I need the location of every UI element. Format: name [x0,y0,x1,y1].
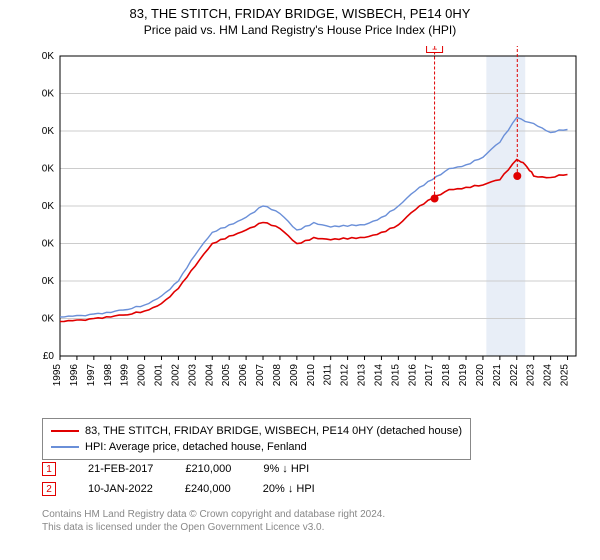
svg-text:2017: 2017 [424,364,435,386]
footer-line-2: This data is licensed under the Open Gov… [42,521,385,534]
svg-text:£0: £0 [43,351,55,362]
svg-text:2012: 2012 [340,364,351,386]
svg-text:1997: 1997 [86,364,97,386]
chart-area: £0 £50K £100K £150K £200K £250K £300K £350K £400… [42,46,582,386]
svg-text:1: 1 [432,46,438,53]
title-block: 83, THE STITCH, FRIDAY BRIDGE, WISBECH, … [0,0,600,37]
chart-svg: £0 £50K £100K £150K £200K £250K £300K £350K £400… [42,46,582,386]
svg-text:2007: 2007 [255,364,266,386]
svg-text:2018: 2018 [441,364,452,386]
chart-title: 83, THE STITCH, FRIDAY BRIDGE, WISBECH, … [0,6,600,21]
svg-text:2009: 2009 [289,364,300,386]
svg-text:2008: 2008 [272,364,283,386]
svg-text:2020: 2020 [475,364,486,386]
legend-label-1: 83, THE STITCH, FRIDAY BRIDGE, WISBECH, … [85,423,462,439]
annotation-pct-2: 20% ↓ HPI [263,483,315,495]
svg-text:2011: 2011 [323,364,334,386]
svg-text:£250K: £250K [42,164,54,175]
legend-box: 83, THE STITCH, FRIDAY BRIDGE, WISBECH, … [42,418,471,460]
svg-text:1999: 1999 [120,364,131,386]
svg-text:2000: 2000 [137,364,148,386]
svg-text:2022: 2022 [509,364,520,386]
chart-subtitle: Price paid vs. HM Land Registry's House … [0,23,600,37]
footer-text: Contains HM Land Registry data © Crown c… [42,508,385,534]
legend-swatch-1 [51,430,79,432]
svg-text:2003: 2003 [187,364,198,386]
svg-text:2024: 2024 [543,364,554,386]
svg-text:2025: 2025 [560,364,571,386]
svg-text:2016: 2016 [407,364,418,386]
svg-text:2021: 2021 [492,364,503,386]
svg-text:2005: 2005 [221,364,232,386]
svg-text:2010: 2010 [306,364,317,386]
svg-text:£300K: £300K [42,126,54,137]
annotation-marker-2: 2 [42,482,56,496]
annotation-row-2: 2 10-JAN-2022 £240,000 20% ↓ HPI [42,482,315,496]
svg-text:1995: 1995 [52,364,63,386]
legend-label-2: HPI: Average price, detached house, Fenl… [85,439,307,455]
svg-text:£200K: £200K [42,201,54,212]
annotation-price-2: £240,000 [185,483,231,495]
svg-text:2002: 2002 [170,364,181,386]
svg-text:2013: 2013 [357,364,368,386]
annotation-date-2: 10-JAN-2022 [88,483,153,495]
legend-row-2: HPI: Average price, detached house, Fenl… [51,439,462,455]
svg-text:£350K: £350K [42,89,54,100]
footer-line-1: Contains HM Land Registry data © Crown c… [42,508,385,521]
svg-text:2001: 2001 [154,364,165,386]
svg-text:£400K: £400K [42,51,54,62]
svg-text:1996: 1996 [69,364,80,386]
svg-text:£50K: £50K [42,314,54,325]
svg-text:2023: 2023 [526,364,537,386]
svg-text:2019: 2019 [458,364,469,386]
annotation-date-1: 21-FEB-2017 [88,463,153,475]
legend-swatch-2 [51,446,79,448]
annotation-marker-1: 1 [42,462,56,476]
legend-row-1: 83, THE STITCH, FRIDAY BRIDGE, WISBECH, … [51,423,462,439]
svg-text:2004: 2004 [204,364,215,386]
chart-container: 83, THE STITCH, FRIDAY BRIDGE, WISBECH, … [0,0,600,560]
svg-text:2014: 2014 [373,364,384,386]
annotation-price-1: £210,000 [185,463,231,475]
annotation-table: 1 21-FEB-2017 £210,000 9% ↓ HPI 2 10-JAN… [42,462,315,502]
svg-text:2015: 2015 [390,364,401,386]
annotation-pct-1: 9% ↓ HPI [263,463,309,475]
svg-text:1998: 1998 [103,364,114,386]
svg-text:£150K: £150K [42,239,54,250]
svg-text:2006: 2006 [238,364,249,386]
svg-text:£100K: £100K [42,276,54,287]
annotation-row-1: 1 21-FEB-2017 £210,000 9% ↓ HPI [42,462,315,476]
